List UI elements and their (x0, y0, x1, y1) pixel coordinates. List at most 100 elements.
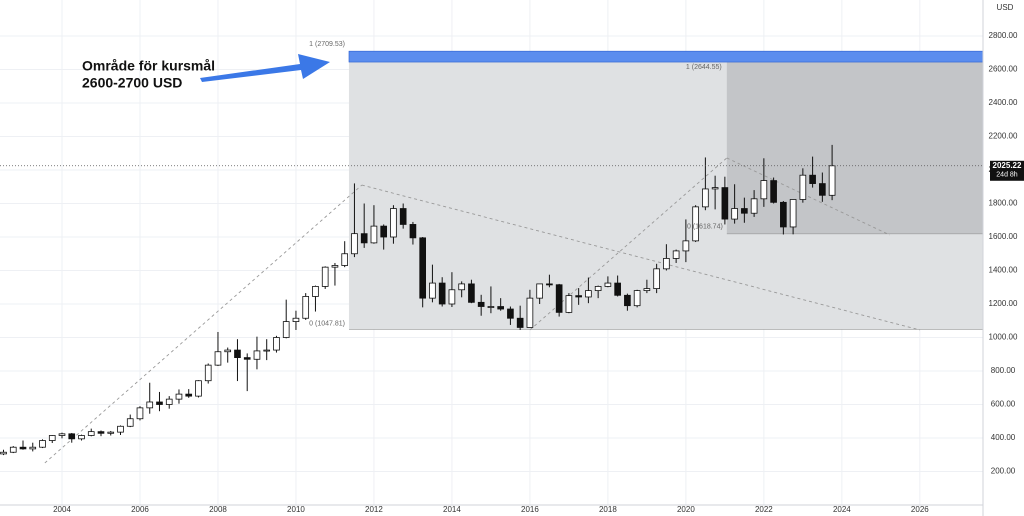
y-tick-label: 200.00 (991, 467, 1016, 476)
candle-body (643, 288, 651, 292)
y-tick-label: 2400.00 (989, 98, 1018, 107)
candle-body (624, 294, 631, 307)
candle-body (536, 283, 543, 299)
candle-body (477, 301, 485, 307)
candle-body (380, 225, 388, 238)
x-tick-label: 2022 (755, 505, 773, 514)
candle-body (672, 250, 680, 259)
annotation: Område för kursmål (82, 58, 215, 74)
candle-body (780, 201, 787, 228)
y-tick-label: 1200.00 (989, 299, 1018, 308)
candle-body (653, 268, 660, 289)
candle-body (156, 401, 163, 405)
candle-body (253, 350, 261, 360)
trend-line (726, 157, 891, 236)
candle-body (243, 357, 251, 360)
y-tick-label: 1400.00 (989, 266, 1018, 275)
candle-body (458, 283, 465, 291)
candle-body (799, 174, 807, 200)
candle-body (546, 283, 553, 286)
candle-body (204, 364, 212, 382)
candle-body (331, 265, 339, 268)
candle-body (351, 233, 358, 255)
candle-body (195, 380, 202, 397)
candle-body (565, 295, 573, 313)
y-tick-label: 800.00 (991, 366, 1016, 375)
candle-body (302, 296, 310, 319)
candle-body (497, 306, 504, 310)
candle-body (292, 317, 300, 322)
y-tick-label: 400.00 (991, 433, 1016, 442)
candle-body (409, 224, 417, 239)
fib-zones (348, 50, 984, 330)
candle-body (107, 431, 115, 434)
candle-body (29, 446, 37, 450)
candle-body (48, 435, 56, 441)
candle-body (9, 446, 17, 453)
candle-body (273, 337, 280, 351)
fib-label: 0 (1047.81) (309, 320, 345, 327)
candle-body (487, 306, 495, 308)
x-tick-label: 2008 (209, 505, 227, 514)
target-band (348, 50, 984, 63)
candle-body (721, 187, 729, 220)
candle-body (663, 258, 670, 270)
candle-body (468, 283, 475, 303)
candle-body (741, 208, 748, 214)
labels: 200.00 400.00 600.00 800.00 1000.00 1200.00 14… (0, 31, 1024, 514)
candle-body (175, 393, 183, 400)
candle-body (575, 295, 582, 298)
candle-body (516, 317, 524, 328)
y-tick-label: 2200.00 (989, 132, 1018, 141)
fib-label: 1 (2709.53) (309, 41, 345, 48)
candle-body (526, 297, 534, 328)
fib-label: 0 (1618.74) (687, 224, 723, 231)
x-tick-label: 2020 (677, 505, 695, 514)
candle-body (321, 266, 329, 287)
candle-body (68, 433, 76, 440)
candle-body (341, 253, 349, 266)
candle-body (117, 425, 124, 433)
x-tick-label: 2018 (599, 505, 617, 514)
x-tick-label: 2010 (287, 505, 305, 514)
x-tick-label: 2014 (443, 505, 461, 514)
y-tick-label: 600.00 (991, 400, 1016, 409)
candle-body (214, 351, 222, 366)
candle-body (58, 433, 66, 436)
candle-body (165, 398, 173, 405)
candle-body (0, 451, 7, 455)
candle-body (370, 225, 378, 244)
candle-body (828, 165, 836, 196)
candle-body (702, 188, 709, 208)
candle-body (760, 180, 768, 200)
candle-body (633, 290, 641, 307)
candle-body (692, 206, 699, 242)
candle-body (419, 237, 427, 299)
last-price-label: 2025.22 (993, 161, 1022, 170)
candle-body (750, 198, 758, 214)
candle-body (429, 282, 436, 299)
candle-body (594, 286, 602, 292)
candle-body (87, 431, 95, 436)
candle-body (438, 282, 446, 305)
y-tick-label: 2800.00 (989, 31, 1018, 40)
candle-body (78, 435, 85, 440)
candle-body (263, 349, 271, 352)
candle-body (234, 349, 241, 359)
candle-body (507, 308, 514, 319)
x-tick-label: 2026 (911, 505, 929, 514)
candle-body (585, 290, 592, 298)
candle-body (185, 393, 193, 397)
x-tick-label: 2006 (131, 505, 149, 514)
y-tick-label: 1000.00 (989, 333, 1018, 342)
y-tick-label: 2600.00 (989, 65, 1018, 74)
x-tick-label: 2012 (365, 505, 383, 514)
candle-body (819, 183, 826, 196)
candle-body (614, 282, 621, 296)
x-tick-label: 2004 (53, 505, 71, 514)
candle-body (97, 431, 105, 434)
candle-body (399, 208, 407, 225)
candle-body (360, 233, 368, 244)
candles (0, 144, 836, 456)
candle-body (711, 187, 719, 190)
